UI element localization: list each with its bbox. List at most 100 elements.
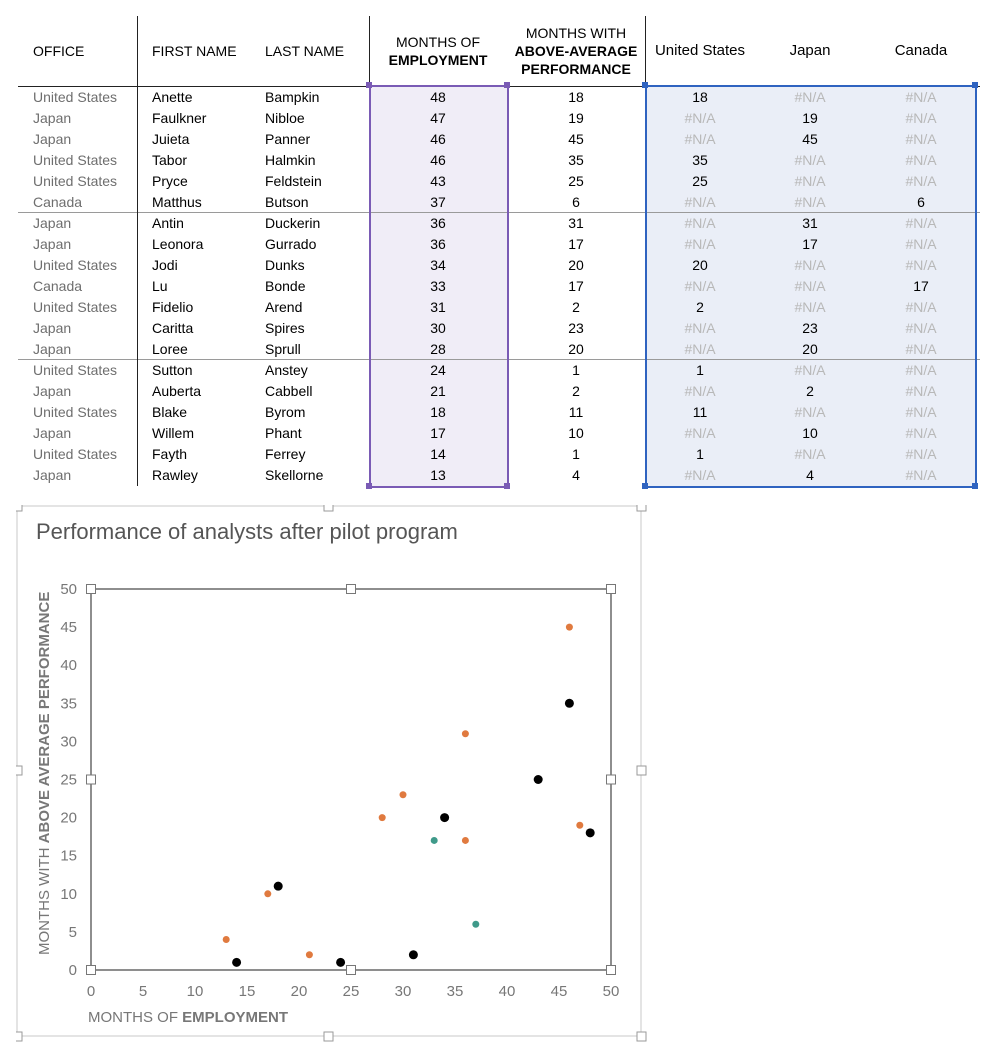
cell-office[interactable]: Japan [33, 236, 72, 252]
cell-us[interactable]: #N/A [684, 194, 716, 210]
cell-canada[interactable]: #N/A [905, 383, 937, 399]
cell-canada[interactable]: #N/A [905, 362, 937, 378]
cell-office[interactable]: United States [33, 173, 118, 189]
cell-office[interactable]: Canada [33, 194, 83, 210]
cell-months-employment[interactable]: 21 [430, 383, 446, 399]
cell-months-employment[interactable]: 33 [430, 278, 446, 294]
cell-us[interactable]: #N/A [684, 467, 716, 483]
cell-office[interactable]: United States [33, 362, 118, 378]
header-us[interactable]: United States [645, 16, 755, 86]
cell-last-name[interactable]: Dunks [265, 257, 305, 273]
cell-first-name[interactable]: Caritta [152, 320, 194, 336]
range-handle[interactable] [972, 483, 978, 489]
cell-last-name[interactable]: Phant [265, 425, 302, 441]
cell-months-employment[interactable]: 34 [430, 257, 446, 273]
cell-months-above[interactable]: 20 [568, 257, 584, 273]
cell-months-above[interactable]: 2 [572, 383, 580, 399]
cell-office[interactable]: Japan [33, 131, 72, 147]
cell-first-name[interactable]: Blake [152, 404, 188, 420]
cell-japan[interactable]: 10 [802, 425, 818, 441]
cell-first-name[interactable]: Pryce [152, 173, 188, 189]
cell-months-above[interactable]: 4 [572, 467, 580, 483]
cell-months-above[interactable]: 35 [568, 152, 584, 168]
cell-canada[interactable]: #N/A [905, 467, 937, 483]
cell-months-above[interactable]: 23 [568, 320, 584, 336]
cell-last-name[interactable]: Gurrado [265, 236, 317, 252]
cell-canada[interactable]: 6 [917, 194, 925, 210]
cell-us[interactable]: #N/A [684, 278, 716, 294]
cell-canada[interactable]: #N/A [905, 131, 937, 147]
cell-last-name[interactable]: Byrom [265, 404, 306, 420]
cell-months-above[interactable]: 19 [568, 110, 584, 126]
cell-canada[interactable]: #N/A [905, 446, 937, 462]
header-months-employment[interactable]: MONTHS OF EMPLOYMENT [369, 16, 507, 86]
cell-months-above[interactable]: 17 [568, 278, 584, 294]
range-handle[interactable] [972, 82, 978, 88]
cell-japan[interactable]: #N/A [794, 194, 826, 210]
cell-first-name[interactable]: Leonora [152, 236, 204, 252]
cell-canada[interactable]: #N/A [905, 320, 937, 336]
cell-months-above[interactable]: 6 [572, 194, 580, 210]
cell-office[interactable]: United States [33, 299, 118, 315]
cell-japan[interactable]: 23 [802, 320, 818, 336]
cell-months-employment[interactable]: 36 [430, 215, 446, 231]
cell-first-name[interactable]: Matthus [152, 194, 202, 210]
cell-months-employment[interactable]: 14 [430, 446, 446, 462]
range-handle[interactable] [504, 483, 510, 489]
cell-japan[interactable]: #N/A [794, 257, 826, 273]
cell-office[interactable]: United States [33, 257, 118, 273]
cell-japan[interactable]: #N/A [794, 362, 826, 378]
cell-us[interactable]: #N/A [684, 341, 716, 357]
cell-office[interactable]: Japan [33, 467, 72, 483]
country-range-selection[interactable] [645, 85, 977, 488]
cell-canada[interactable]: #N/A [905, 215, 937, 231]
cell-us[interactable]: #N/A [684, 215, 716, 231]
cell-months-employment[interactable]: 48 [430, 89, 446, 105]
cell-months-above[interactable]: 1 [572, 362, 580, 378]
cell-first-name[interactable]: Anette [152, 89, 193, 105]
cell-first-name[interactable]: Loree [152, 341, 188, 357]
cell-office[interactable]: United States [33, 446, 118, 462]
scatter-chart[interactable]: Performance of analysts after pilot prog… [12, 501, 648, 1043]
header-canada[interactable]: Canada [865, 16, 977, 86]
cell-last-name[interactable]: Skellorne [265, 467, 324, 483]
cell-us[interactable]: #N/A [684, 320, 716, 336]
cell-japan[interactable]: 45 [802, 131, 818, 147]
cell-first-name[interactable]: Faulkner [152, 110, 207, 126]
cell-months-employment[interactable]: 30 [430, 320, 446, 336]
cell-last-name[interactable]: Nibloe [265, 110, 305, 126]
cell-us[interactable]: 1 [696, 362, 704, 378]
cell-months-employment[interactable]: 37 [430, 194, 446, 210]
range-handle[interactable] [366, 82, 372, 88]
cell-us[interactable]: 11 [692, 404, 708, 420]
cell-us[interactable]: #N/A [684, 425, 716, 441]
header-last-name[interactable]: LAST NAME [265, 16, 365, 86]
cell-us[interactable]: 25 [692, 173, 708, 189]
cell-last-name[interactable]: Feldstein [265, 173, 322, 189]
cell-japan[interactable]: 17 [802, 236, 818, 252]
cell-first-name[interactable]: Jodi [152, 257, 178, 273]
cell-canada[interactable]: #N/A [905, 299, 937, 315]
cell-first-name[interactable]: Fidelio [152, 299, 194, 315]
cell-first-name[interactable]: Sutton [152, 362, 193, 378]
cell-japan[interactable]: 4 [806, 467, 814, 483]
cell-last-name[interactable]: Sprull [265, 341, 301, 357]
cell-canada[interactable]: 17 [913, 278, 929, 294]
cell-months-employment[interactable]: 31 [430, 299, 446, 315]
cell-office[interactable]: Japan [33, 215, 72, 231]
cell-first-name[interactable]: Antin [152, 215, 184, 231]
cell-last-name[interactable]: Bampkin [265, 89, 320, 105]
cell-us[interactable]: #N/A [684, 236, 716, 252]
cell-us[interactable]: #N/A [684, 383, 716, 399]
cell-months-above[interactable]: 17 [568, 236, 584, 252]
cell-japan[interactable]: #N/A [794, 173, 826, 189]
cell-months-employment[interactable]: 47 [430, 110, 446, 126]
cell-us[interactable]: 35 [692, 152, 708, 168]
cell-months-employment[interactable]: 43 [430, 173, 446, 189]
cell-first-name[interactable]: Auberta [152, 383, 202, 399]
cell-japan[interactable]: #N/A [794, 152, 826, 168]
cell-first-name[interactable]: Tabor [152, 152, 188, 168]
cell-months-employment[interactable]: 28 [430, 341, 446, 357]
range-handle[interactable] [642, 483, 648, 489]
cell-office[interactable]: Japan [33, 320, 72, 336]
